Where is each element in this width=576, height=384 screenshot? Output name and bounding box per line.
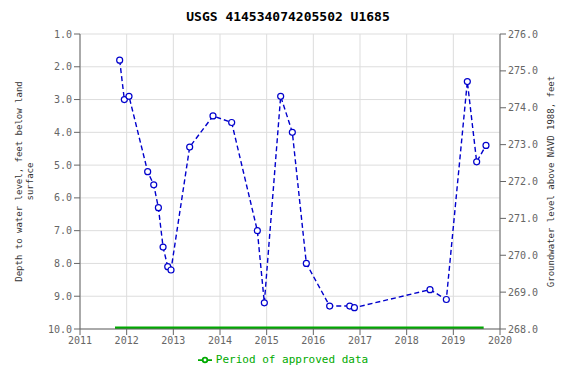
svg-text:2016: 2016 [301, 335, 325, 346]
svg-text:1.0: 1.0 [54, 29, 72, 40]
svg-text:Depth to water level, feet bel: Depth to water level, feet below landsur… [14, 81, 35, 281]
svg-text:274.0: 274.0 [508, 102, 538, 113]
svg-text:2017: 2017 [348, 335, 372, 346]
html-text:USGS 414534074205502 U1685: USGS 414534074205502 U1685 [186, 9, 390, 24]
svg-text:2015: 2015 [255, 335, 279, 346]
svg-text:7.0: 7.0 [54, 225, 72, 236]
svg-text:273.0: 273.0 [508, 139, 538, 150]
html-text:Period of approved data: Period of approved data [215, 353, 369, 366]
svg-text:9.0: 9.0 [54, 291, 72, 302]
svg-text:2019: 2019 [441, 335, 465, 346]
svg-text:10.0: 10.0 [48, 324, 72, 335]
svg-text:275.0: 275.0 [508, 65, 538, 76]
svg-text:2014: 2014 [208, 335, 232, 346]
svg-text:Groundwater level above NAVD 1: Groundwater level above NAVD 1988, feet [546, 76, 556, 287]
svg-text:2018: 2018 [395, 335, 419, 346]
svg-text:269.0: 269.0 [508, 287, 538, 298]
svg-text:8.0: 8.0 [54, 258, 72, 269]
svg-text:276.0: 276.0 [508, 29, 538, 40]
svg-text:270.0: 270.0 [508, 250, 538, 261]
svg-text:6.0: 6.0 [54, 192, 72, 203]
svg-text:272.0: 272.0 [508, 176, 538, 187]
svg-text:2012: 2012 [115, 335, 139, 346]
svg-text:4.0: 4.0 [54, 127, 72, 138]
svg-text:2.0: 2.0 [54, 61, 72, 72]
svg-text:268.0: 268.0 [508, 324, 538, 335]
svg-text:271.0: 271.0 [508, 213, 538, 224]
svg-text:2013: 2013 [161, 335, 185, 346]
svg-text:5.0: 5.0 [54, 160, 72, 171]
svg-text:2011: 2011 [68, 335, 92, 346]
svg-text:3.0: 3.0 [54, 94, 72, 105]
svg-text:2020: 2020 [488, 335, 512, 346]
